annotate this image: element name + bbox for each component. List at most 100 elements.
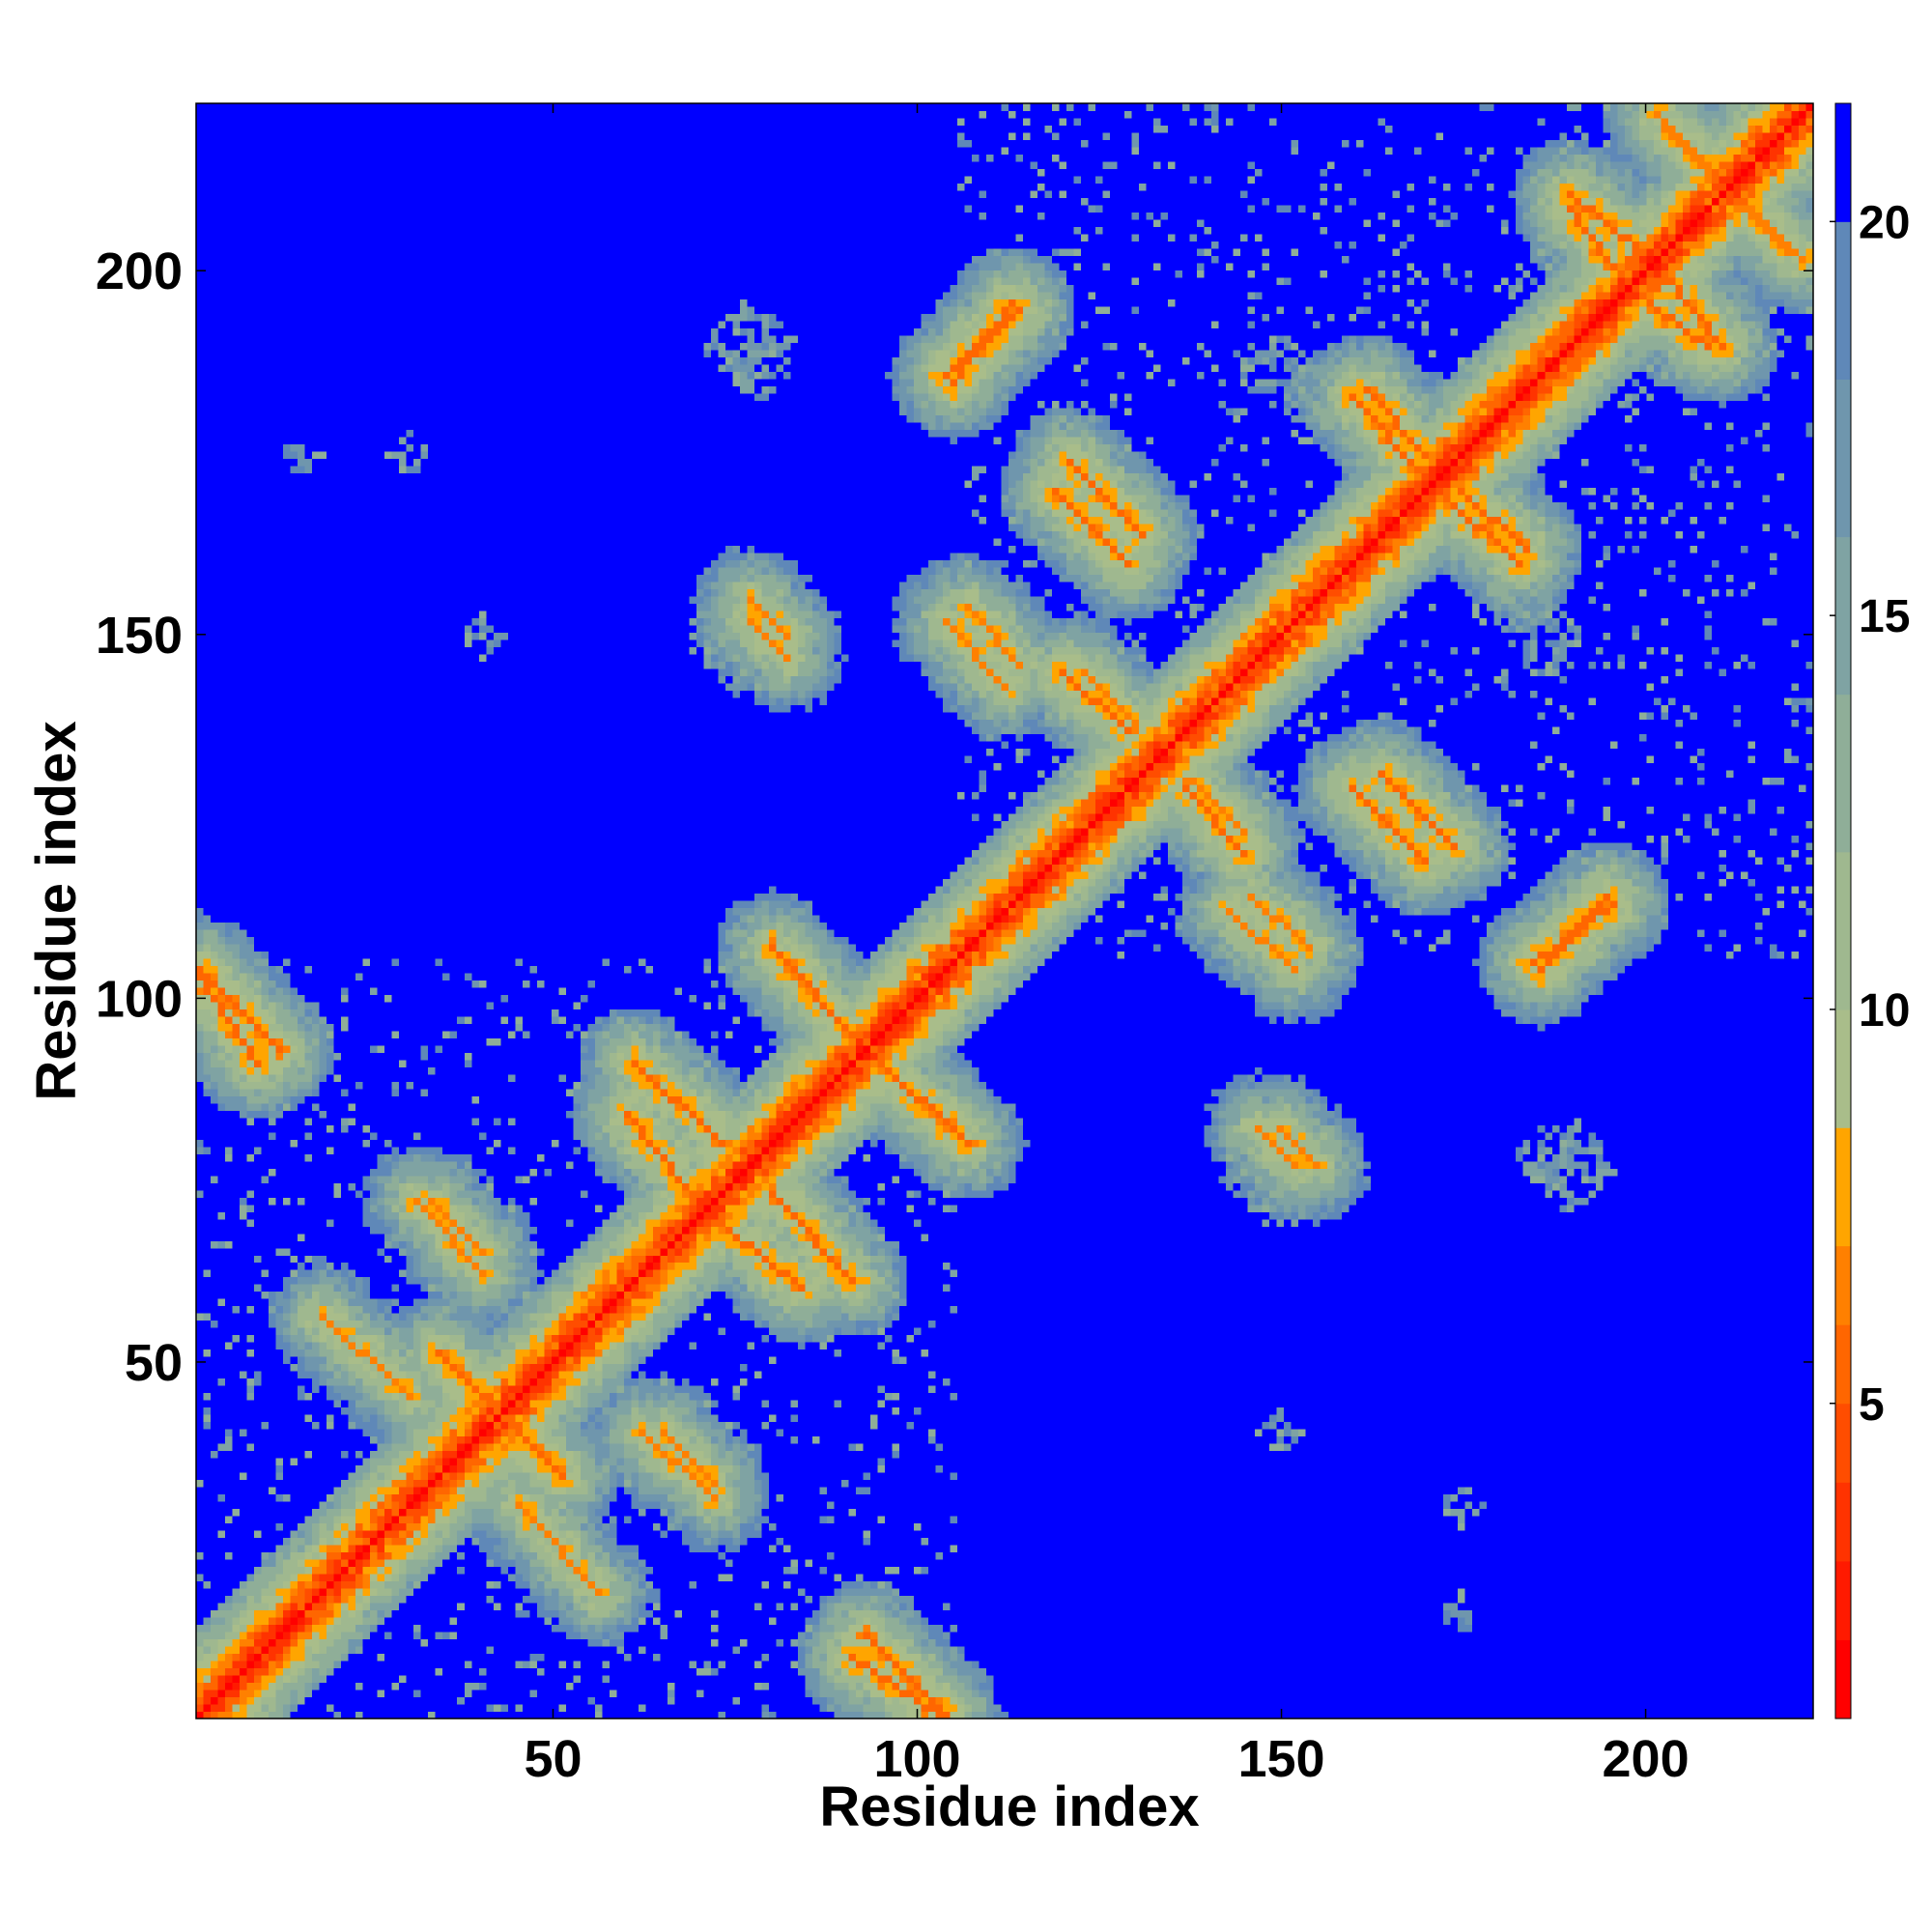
heatmap-cell-run — [341, 1450, 350, 1459]
heatmap-cell-run — [1545, 1168, 1553, 1177]
heatmap-cell-run — [681, 1182, 691, 1191]
heatmap-cell-run — [1595, 1189, 1814, 1198]
heatmap-cell-run — [333, 1617, 342, 1626]
heatmap-cell-run — [333, 1059, 400, 1067]
heatmap-cell-run — [602, 1487, 611, 1495]
heatmap-cell-run — [776, 1638, 784, 1647]
heatmap-cell-run — [362, 1574, 371, 1582]
heatmap-cell-run — [420, 1255, 429, 1264]
heatmap-cell-run — [1239, 1110, 1256, 1119]
heatmap-cell-run — [544, 1588, 553, 1597]
heatmap-cell-run — [660, 1450, 668, 1459]
heatmap-cell-run — [986, 1704, 1002, 1713]
heatmap-cell-run — [761, 1421, 770, 1430]
heatmap-cell-run — [536, 1197, 625, 1206]
heatmap-cell-run — [1225, 1153, 1235, 1162]
heatmap-cell-run — [834, 1711, 865, 1719]
heatmap-cell-run — [921, 1653, 929, 1662]
heatmap-cell-run — [660, 1632, 668, 1640]
heatmap-cell-run — [391, 1574, 400, 1582]
heatmap-cell-run — [529, 1653, 545, 1662]
heatmap-cell-run — [261, 1551, 270, 1560]
heatmap-cell-run — [718, 1551, 726, 1560]
heatmap-cell-run — [681, 1081, 691, 1090]
heatmap-cell-run — [384, 1371, 393, 1379]
heatmap-cell-run — [957, 1073, 973, 1082]
heatmap-cell-run — [507, 1197, 516, 1206]
heatmap-cell-run — [1218, 1139, 1227, 1148]
heatmap-cell-run — [362, 1204, 371, 1212]
heatmap-cell-run — [885, 1313, 894, 1321]
heatmap-cell-run — [689, 1139, 697, 1148]
heatmap-cell-run — [631, 1059, 639, 1067]
heatmap-cell-run — [928, 1349, 1814, 1357]
heatmap-cell-run — [986, 1711, 995, 1719]
heatmap-cell-run — [805, 1102, 813, 1111]
heatmap-cell-run — [609, 1088, 617, 1096]
heatmap-cell-run — [348, 1313, 356, 1321]
heatmap-cell-run — [1305, 1429, 1814, 1437]
heatmap-cell-run — [638, 1493, 668, 1502]
heatmap-cell-run — [1305, 1124, 1314, 1133]
heatmap-cell-run — [500, 1501, 516, 1510]
heatmap-cell-run — [457, 1269, 466, 1278]
heatmap-cell-run — [478, 1349, 495, 1357]
heatmap-cell-run — [391, 1493, 408, 1502]
heatmap-cell-run — [449, 1189, 458, 1198]
heatmap-cell-run — [972, 1117, 987, 1125]
heatmap-cell-run — [536, 1435, 545, 1444]
heatmap-cell-run — [776, 1255, 784, 1264]
heatmap-cell-run — [442, 1269, 451, 1278]
heatmap-cell-run — [754, 1284, 763, 1293]
heatmap-cell-run — [1588, 1139, 1604, 1148]
heatmap-cell-run — [1443, 1617, 1452, 1626]
heatmap-cell-run — [885, 1197, 929, 1206]
heatmap-cell-run — [928, 1711, 937, 1719]
heatmap-cell-run — [819, 1218, 828, 1227]
heatmap-cell-run — [812, 1073, 821, 1082]
heatmap-cell-run — [681, 1168, 691, 1177]
heatmap-cell-run — [957, 1095, 973, 1104]
heatmap-cell-run — [856, 1327, 865, 1336]
heatmap-cell-run — [645, 1262, 654, 1270]
heatmap-cell-run — [420, 1349, 429, 1357]
heatmap-cell-run — [1363, 1131, 1546, 1140]
heatmap-cell-run — [355, 1284, 364, 1293]
heatmap-cell-run — [428, 1493, 437, 1502]
heatmap-cell-run — [246, 1675, 255, 1684]
heatmap-cell-run — [196, 1124, 327, 1133]
heatmap-cell-run — [899, 1690, 915, 1698]
heatmap-cell-run — [703, 1233, 712, 1241]
heatmap-cell-run — [327, 1313, 350, 1321]
heatmap-cell-run — [1247, 1146, 1256, 1154]
heatmap-cell-run — [391, 1284, 400, 1293]
heatmap-cell-run — [1298, 1117, 1321, 1125]
heatmap-cell-run — [587, 1537, 596, 1546]
heatmap-cell-run — [261, 1595, 284, 1604]
heatmap-cell-run — [870, 1066, 879, 1075]
heatmap-cell-run — [355, 1493, 371, 1502]
heatmap-cell-run — [478, 1095, 574, 1104]
heatmap-cell-run — [391, 1632, 414, 1640]
heatmap-cell-run — [718, 1240, 726, 1249]
heatmap-cell-run — [261, 1371, 298, 1379]
heatmap-cell-run — [885, 1580, 894, 1589]
heatmap-cell-run — [196, 1690, 205, 1698]
heatmap-cell-run — [478, 1327, 487, 1336]
heatmap-cell-run — [341, 1124, 350, 1133]
heatmap-cell-run — [724, 1189, 734, 1198]
heatmap-cell-run — [551, 1276, 574, 1285]
heatmap-cell-run — [993, 1168, 1002, 1177]
heatmap-cell-run — [544, 1450, 553, 1459]
heatmap-cell-run — [623, 1487, 639, 1495]
heatmap-cell-run — [261, 1059, 270, 1067]
heatmap-cell-run — [674, 1421, 683, 1430]
heatmap-cell-run — [856, 1095, 894, 1104]
heatmap-cell-run — [928, 1617, 1444, 1626]
heatmap-cell-run — [623, 1443, 639, 1452]
heatmap-cell-run — [333, 1052, 342, 1061]
heatmap-cell-run — [638, 1559, 647, 1568]
heatmap-cell-run — [304, 1545, 313, 1553]
heatmap-cell-run — [754, 1088, 763, 1096]
heatmap-cell-run — [384, 1327, 393, 1336]
